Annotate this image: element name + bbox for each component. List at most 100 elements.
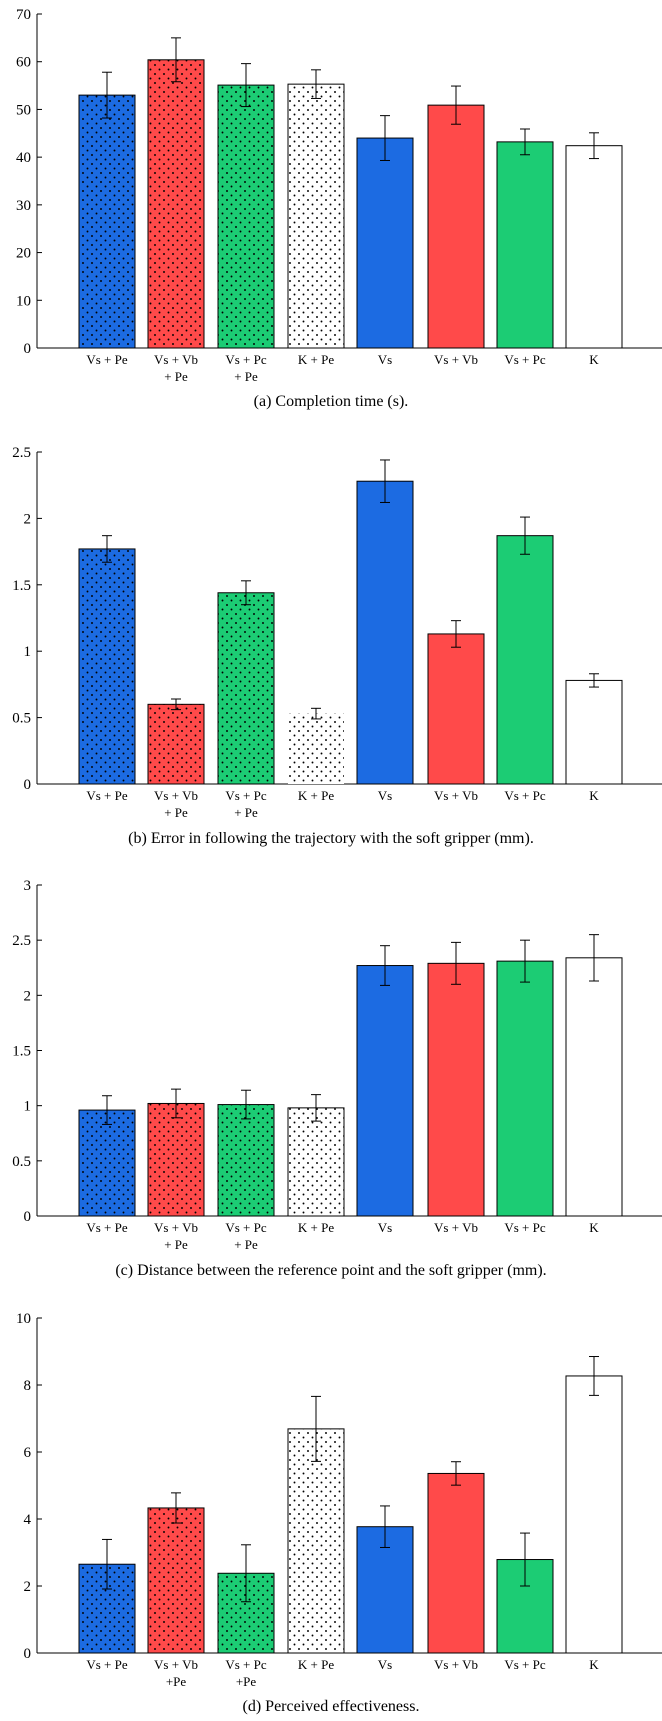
bar-dot-pattern: [288, 713, 344, 784]
x-tick-label: +Pe: [236, 1674, 257, 1689]
x-tick-label: + Pe: [234, 805, 258, 820]
x-tick-label: Vs + Vb: [434, 1657, 478, 1672]
x-tick-label: K + Pe: [298, 1657, 334, 1672]
bar-dot-pattern: [288, 1428, 344, 1653]
x-tick-label: K: [589, 1657, 599, 1672]
bar: [427, 104, 485, 349]
y-tick-label: 70: [16, 7, 31, 23]
x-tick-label: + Pe: [164, 1237, 188, 1252]
y-tick-label: 1.5: [12, 578, 31, 594]
panel-c: 0 0.5 1 1.5 2 2.5 3 Vs + Pe Vs + Vb + Pe Vs + Pc + …: [12, 878, 662, 1279]
x-tick-label: + Pe: [164, 369, 188, 384]
bar-dot-pattern: [148, 59, 204, 348]
y-tick-label: 6: [24, 1445, 32, 1461]
bar-dot-pattern: [148, 704, 204, 784]
y-tick-label: 0.5: [12, 1154, 31, 1170]
x-tick-label: Vs: [378, 1657, 392, 1672]
y-tick-label: 1: [24, 1099, 32, 1115]
x-tick-label: K: [589, 1220, 599, 1235]
x-tick-label: Vs + Pc: [225, 352, 267, 367]
x-tick-label: Vs + Pc: [504, 788, 546, 803]
bar: [496, 535, 554, 785]
bar: [427, 962, 485, 1217]
panel-d: 0 2 4 6 8 10 Vs + Pe Vs + Vb +Pe Vs + Pc +Pe K + Pe…: [16, 1311, 662, 1715]
bar-dot-pattern: [148, 1507, 204, 1653]
x-tick-label: K: [589, 352, 599, 367]
bar-dot-pattern: [288, 1107, 344, 1216]
bar-dot-pattern: [218, 592, 274, 784]
y-tick-label: 2: [24, 511, 32, 527]
bar-dot-pattern: [148, 1103, 204, 1216]
y-tick-label: 0: [24, 1209, 32, 1225]
x-tick-label: Vs + Pc: [504, 1657, 546, 1672]
y-tick-label: 2: [24, 1579, 32, 1595]
x-tick-label: Vs + Pe: [86, 788, 128, 803]
y-tick-label: 50: [16, 102, 31, 118]
x-tick-label: Vs + Vb: [154, 352, 198, 367]
y-tick-label: 0: [24, 1646, 32, 1662]
x-tick-label: K + Pe: [298, 788, 334, 803]
bar: [356, 137, 414, 349]
x-tick-label: Vs: [378, 1220, 392, 1235]
y-tick-label: 0.5: [12, 711, 31, 727]
x-tick-label: K: [589, 788, 599, 803]
panel-b: 0 0.5 1 1.5 2 2.5 Vs + Pe Vs + Vb + Pe Vs + Pc + P…: [12, 445, 662, 847]
x-tick-label: Vs + Vb: [434, 788, 478, 803]
x-tick-label: Vs + Pc: [225, 1657, 267, 1672]
x-tick-label: Vs: [378, 788, 392, 803]
chart-caption: (d) Perceived effectiveness.: [243, 1698, 420, 1715]
chart-caption: (b) Error in following the trajectory wi…: [128, 830, 534, 847]
chart-caption: (a) Completion time (s).: [254, 393, 409, 410]
bar: [565, 145, 623, 349]
x-tick-label: Vs + Pc: [225, 788, 267, 803]
bar-dot-pattern: [288, 84, 344, 348]
y-tick-label: 2: [24, 988, 32, 1004]
y-tick-label: 4: [24, 1512, 32, 1528]
bar: [427, 1472, 485, 1654]
x-tick-label: +Pe: [166, 1674, 187, 1689]
x-tick-label: Vs + Vb: [154, 1220, 198, 1235]
x-tick-label: Vs + Pe: [86, 1220, 128, 1235]
y-tick-label: 1.5: [12, 1044, 31, 1060]
bar: [356, 480, 414, 785]
bar: [427, 633, 485, 785]
y-tick-label: 30: [16, 198, 31, 214]
x-tick-label: Vs + Pe: [86, 352, 128, 367]
bar-dot-pattern: [79, 95, 135, 348]
y-tick-label: 40: [16, 150, 31, 166]
bar: [565, 1375, 623, 1654]
bar: [496, 141, 554, 349]
x-tick-label: Vs + Pc: [504, 1220, 546, 1235]
x-tick-label: Vs + Pc: [225, 1220, 267, 1235]
bar-dot-pattern: [79, 548, 135, 784]
bar: [565, 679, 623, 785]
y-tick-label: 10: [16, 1311, 31, 1327]
bar: [356, 965, 414, 1217]
x-tick-label: Vs: [378, 352, 392, 367]
y-tick-label: 60: [16, 55, 31, 71]
x-tick-label: K + Pe: [298, 352, 334, 367]
y-tick-label: 2.5: [12, 933, 31, 949]
y-tick-label: 20: [16, 246, 31, 262]
x-tick-label: + Pe: [234, 1237, 258, 1252]
x-tick-label: Vs + Pc: [504, 352, 546, 367]
chart-caption: (c) Distance between the reference point…: [115, 1262, 546, 1279]
bar-dot-pattern: [79, 1110, 135, 1216]
x-tick-label: Vs + Vb: [154, 788, 198, 803]
bar-dot-pattern: [218, 85, 274, 348]
x-tick-label: Vs + Vb: [154, 1657, 198, 1672]
bar: [565, 957, 623, 1217]
bar-dot-pattern: [218, 1104, 274, 1216]
x-tick-label: Vs + Vb: [434, 1220, 478, 1235]
y-tick-label: 0: [24, 341, 32, 357]
y-tick-label: 8: [24, 1378, 32, 1394]
bar: [496, 960, 554, 1217]
x-tick-label: Vs + Vb: [434, 352, 478, 367]
x-tick-label: + Pe: [164, 805, 188, 820]
y-tick-label: 10: [16, 293, 31, 309]
y-tick-label: 3: [24, 878, 32, 894]
y-tick-label: 1: [24, 644, 32, 660]
panel-a: 0 10 20 30 40 50 60 70 Vs + Pe Vs + Vb + Pe Vs + Pc…: [16, 7, 662, 410]
y-tick-label: 2.5: [12, 445, 31, 461]
